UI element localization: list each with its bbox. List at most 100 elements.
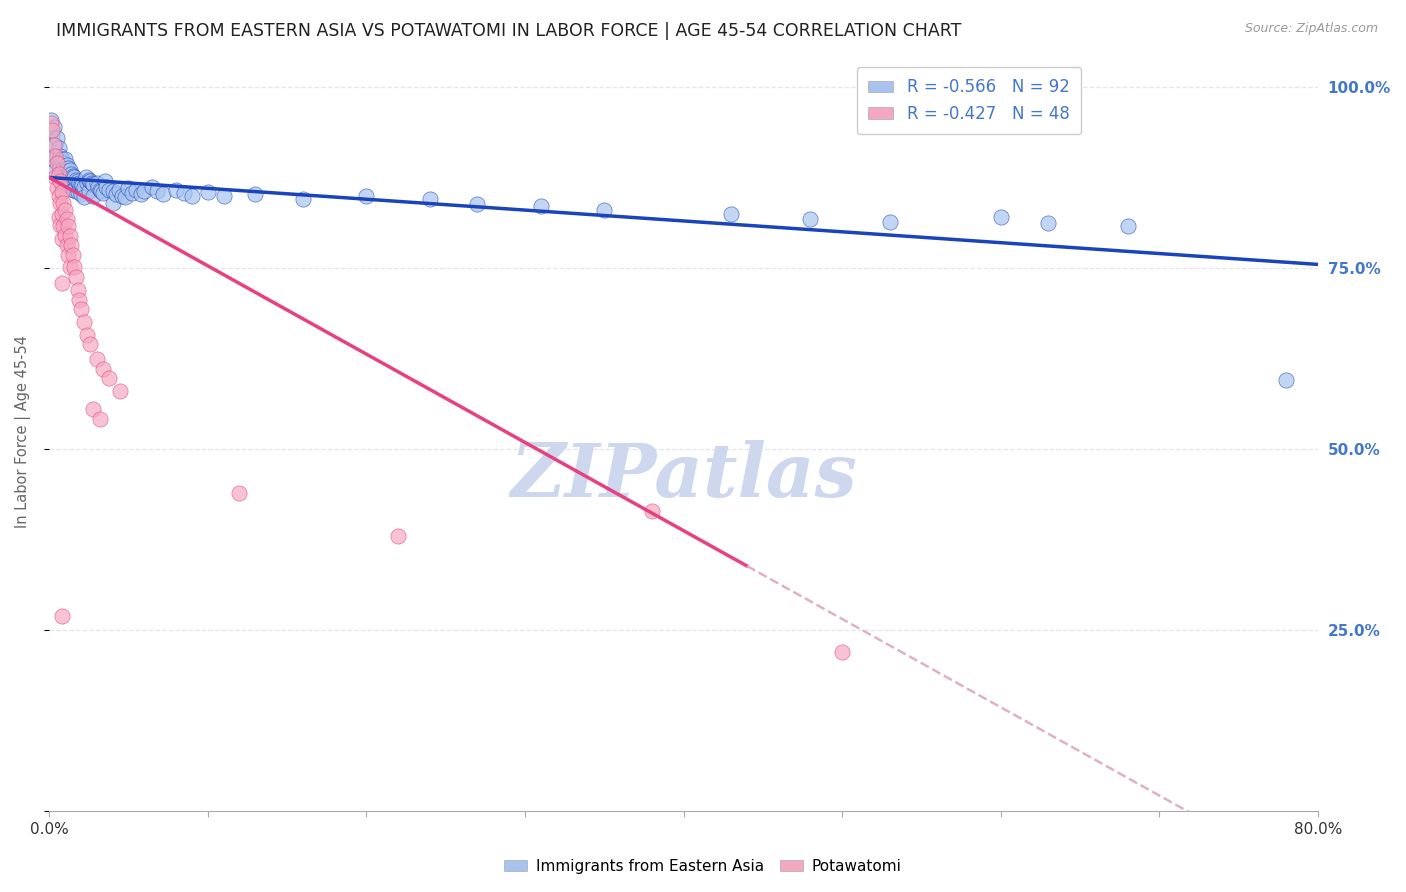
Point [51,276,73,290]
Point [96,180,118,194]
Point [291,192,314,206]
Point [56,174,79,188]
Point [48,211,70,225]
Point [93,174,115,188]
Point [212,188,235,202]
Point [42,137,65,152]
Point [52,156,75,170]
Point [90,184,112,198]
Point [87,180,110,194]
Point [165,183,187,197]
Point [69,187,91,202]
Point [831,645,853,659]
Point [60,167,83,181]
Point [1275,373,1298,387]
Point [48,170,70,185]
Point [89,183,111,197]
Point [75,169,97,184]
Point [67,176,90,190]
Point [48,188,70,202]
Point [72,178,94,193]
Point [79,174,101,188]
Point [49,160,72,174]
Point [111,188,134,202]
Point [52,219,75,233]
Point [465,197,488,211]
Text: ZIPatlas: ZIPatlas [510,441,858,513]
Point [114,190,136,204]
Point [82,402,104,417]
Point [56,219,79,233]
Point [63,260,86,274]
Point [41,123,63,137]
Point [387,529,409,543]
Point [152,187,174,202]
Point [76,327,98,342]
Point [62,248,84,262]
Point [55,172,77,186]
Point [530,199,553,213]
Point [51,232,73,246]
Point [62,169,84,183]
Legend: R = -0.566   N = 92, R = -0.427   N = 48: R = -0.566 N = 92, R = -0.427 N = 48 [856,67,1081,135]
Point [66,283,89,297]
Point [59,229,82,244]
Point [91,186,114,200]
Point [89,411,111,425]
Point [49,174,72,188]
Point [356,188,378,202]
Point [60,180,83,194]
Point [49,149,72,163]
Point [53,178,76,192]
Point [55,238,77,252]
Text: IMMIGRANTS FROM EASTERN ASIA VS POTAWATOMI IN LABOR FORCE | AGE 45-54 CORRELATIO: IMMIGRANTS FROM EASTERN ASIA VS POTAWATO… [56,22,962,40]
Point [141,180,163,194]
Point [108,183,131,197]
Point [62,183,84,197]
Point [44,149,66,163]
Point [49,174,72,188]
Point [46,181,69,195]
Legend: Immigrants from Eastern Asia, Potawatomi: Immigrants from Eastern Asia, Potawatomi [498,853,908,880]
Point [77,172,100,186]
Point [86,176,108,190]
Point [76,176,98,190]
Point [91,362,114,376]
Point [101,195,124,210]
Point [48,156,70,170]
Point [41,153,63,167]
Point [63,170,86,185]
Point [419,192,441,206]
Point [39,112,62,127]
Point [125,183,148,197]
Point [46,156,69,170]
Point [593,203,616,218]
Point [82,177,104,191]
Point [53,203,76,218]
Point [55,158,77,172]
Point [41,127,63,141]
Text: Source: ZipAtlas.com: Source: ZipAtlas.com [1244,22,1378,36]
Point [1038,216,1060,230]
Point [799,211,821,226]
Point [51,608,73,623]
Point [73,180,96,194]
Point [80,176,103,190]
Point [42,120,65,134]
Point [66,185,89,199]
Point [65,269,87,284]
Point [48,167,70,181]
Y-axis label: In Labor Force | Age 45-54: In Labor Force | Age 45-54 [15,334,31,527]
Point [44,137,66,152]
Point [51,163,73,178]
Point [53,228,76,243]
Point [52,167,75,181]
Point [79,337,101,351]
Point [990,211,1012,225]
Point [86,351,108,366]
Point [121,186,143,200]
Point [98,183,121,197]
Point [879,215,901,229]
Point [77,184,100,198]
Point [44,163,66,178]
